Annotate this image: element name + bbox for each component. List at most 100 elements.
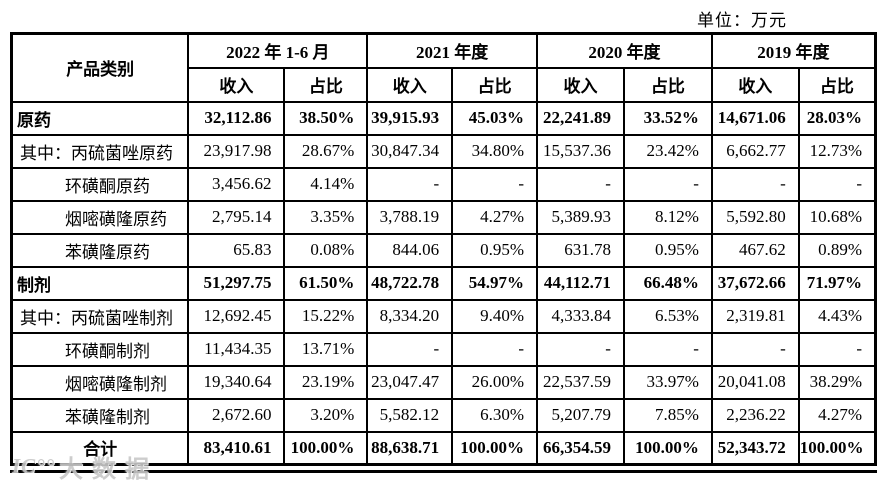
- share-cell: 13.71%: [283, 331, 369, 367]
- share-cell: 9.40%: [451, 298, 539, 334]
- income-cell: 48,722.78: [366, 265, 454, 301]
- product-category-header: 产品类别: [10, 32, 190, 103]
- share-cell: 4.27%: [451, 199, 539, 235]
- share-cell: 61.50%: [283, 265, 369, 301]
- income-header: 收入: [710, 66, 800, 103]
- row-label: 环磺酮制剂: [10, 331, 190, 367]
- table-body: 原药 32,112.86 38.50% 39,915.93 45.03% 22,241.8…: [10, 100, 877, 466]
- income-cell: 631.78: [536, 232, 625, 268]
- share-cell: 23.42%: [622, 133, 713, 169]
- share-cell: 0.95%: [622, 232, 713, 268]
- row-label: 合计: [10, 430, 190, 466]
- share-cell: 38.50%: [283, 100, 369, 136]
- share-cell: 4.27%: [797, 397, 877, 433]
- table-row: 其中：丙硫菌唑制剂 12,692.45 15.22% 8,334.20 9.40% 4,3…: [10, 298, 877, 334]
- income-cell: 5,582.12: [366, 397, 454, 433]
- income-cell: 5,592.80: [710, 199, 800, 235]
- row-label: 烟嘧磺隆原药: [10, 199, 190, 235]
- income-header: 收入: [366, 66, 454, 103]
- income-cell: 2,795.14: [187, 199, 286, 235]
- income-cell: 3,456.62: [187, 166, 286, 202]
- income-cell: 15,537.36: [536, 133, 625, 169]
- income-cell: 2,236.22: [710, 397, 800, 433]
- share-header: 占比: [622, 66, 713, 103]
- share-cell: 33.97%: [622, 364, 713, 400]
- share-cell: 28.03%: [797, 100, 877, 136]
- share-cell: 100.00%: [451, 430, 539, 466]
- table-row: 制剂 51,297.75 61.50% 48,722.78 54.97% 44,112.7…: [10, 265, 877, 301]
- share-cell: -: [451, 166, 539, 202]
- row-label: 烟嘧磺隆制剂: [10, 364, 190, 400]
- table-row: 其中：丙硫菌唑原药 23,917.98 28.67% 30,847.34 34.80% 1…: [10, 133, 877, 169]
- income-cell: -: [536, 166, 625, 202]
- revenue-table-wrap: 产品类别 2022 年 1-6 月 2021 年度 2020 年度 2019 年…: [10, 32, 877, 473]
- unit-label: 单位：万元: [697, 11, 787, 30]
- header-row-periods: 产品类别 2022 年 1-6 月 2021 年度 2020 年度 2019 年…: [10, 32, 877, 103]
- share-cell: 12.73%: [797, 133, 877, 169]
- income-cell: 4,333.84: [536, 298, 625, 334]
- income-cell: 6,662.77: [710, 133, 800, 169]
- share-cell: 26.00%: [451, 364, 539, 400]
- share-cell: 0.95%: [451, 232, 539, 268]
- share-cell: 6.30%: [451, 397, 539, 433]
- row-label: 苯磺隆原药: [10, 232, 190, 268]
- income-cell: 5,207.79: [536, 397, 625, 433]
- income-cell: 844.06: [366, 232, 454, 268]
- share-cell: 66.48%: [622, 265, 713, 301]
- income-cell: 5,389.93: [536, 199, 625, 235]
- share-cell: 3.35%: [283, 199, 369, 235]
- income-cell: 22,537.59: [536, 364, 625, 400]
- income-cell: 23,047.47: [366, 364, 454, 400]
- share-cell: 8.12%: [622, 199, 713, 235]
- share-header: 占比: [451, 66, 539, 103]
- share-cell: 54.97%: [451, 265, 539, 301]
- income-cell: 19,340.64: [187, 364, 286, 400]
- income-cell: 52,343.72: [710, 430, 800, 466]
- income-cell: 14,671.06: [710, 100, 800, 136]
- table-row: 苯磺隆原药 65.83 0.08% 844.06 0.95% 631.78 0.95% 467…: [10, 232, 877, 268]
- income-cell: 3,788.19: [366, 199, 454, 235]
- share-cell: 7.85%: [622, 397, 713, 433]
- share-cell: 100.00%: [622, 430, 713, 466]
- income-cell: 23,917.98: [187, 133, 286, 169]
- table-row: 合计 83,410.61 100.00% 88,638.71 100.00% 66,354…: [10, 430, 877, 466]
- income-cell: 2,672.60: [187, 397, 286, 433]
- table-row: 苯磺隆制剂 2,672.60 3.20% 5,582.12 6.30% 5,207.79 7…: [10, 397, 877, 433]
- income-cell: 2,319.81: [710, 298, 800, 334]
- share-header: 占比: [283, 66, 369, 103]
- share-cell: 3.20%: [283, 397, 369, 433]
- row-label: 苯磺隆制剂: [10, 397, 190, 433]
- period-header-2022h1: 2022 年 1-6 月: [187, 32, 369, 69]
- share-cell: 23.19%: [283, 364, 369, 400]
- row-label: 制剂: [10, 265, 190, 301]
- period-header-2021: 2021 年度: [366, 32, 539, 69]
- income-cell: 65.83: [187, 232, 286, 268]
- income-cell: 66,354.59: [536, 430, 625, 466]
- share-cell: -: [622, 331, 713, 367]
- share-cell: -: [797, 331, 877, 367]
- row-label: 环磺酮原药: [10, 166, 190, 202]
- income-cell: -: [710, 166, 800, 202]
- income-header: 收入: [187, 66, 286, 103]
- revenue-table: 产品类别 2022 年 1-6 月 2021 年度 2020 年度 2019 年…: [10, 32, 877, 466]
- income-cell: 88,638.71: [366, 430, 454, 466]
- income-cell: 44,112.71: [536, 265, 625, 301]
- period-header-2020: 2020 年度: [536, 32, 713, 69]
- share-cell: 10.68%: [797, 199, 877, 235]
- table-row: 原药 32,112.86 38.50% 39,915.93 45.03% 22,241.8…: [10, 100, 877, 136]
- share-cell: 6.53%: [622, 298, 713, 334]
- table-row: 环磺酮制剂 11,434.35 13.71% - - - - - -: [10, 331, 877, 367]
- income-cell: 11,434.35: [187, 331, 286, 367]
- share-cell: -: [797, 166, 877, 202]
- income-cell: -: [536, 331, 625, 367]
- income-cell: 8,334.20: [366, 298, 454, 334]
- share-cell: 38.29%: [797, 364, 877, 400]
- income-cell: 22,241.89: [536, 100, 625, 136]
- share-cell: 45.03%: [451, 100, 539, 136]
- income-cell: 467.62: [710, 232, 800, 268]
- row-label: 其中：丙硫菌唑原药: [10, 133, 190, 169]
- share-cell: 0.08%: [283, 232, 369, 268]
- share-cell: 100.00%: [797, 430, 877, 466]
- row-label: 原药: [10, 100, 190, 136]
